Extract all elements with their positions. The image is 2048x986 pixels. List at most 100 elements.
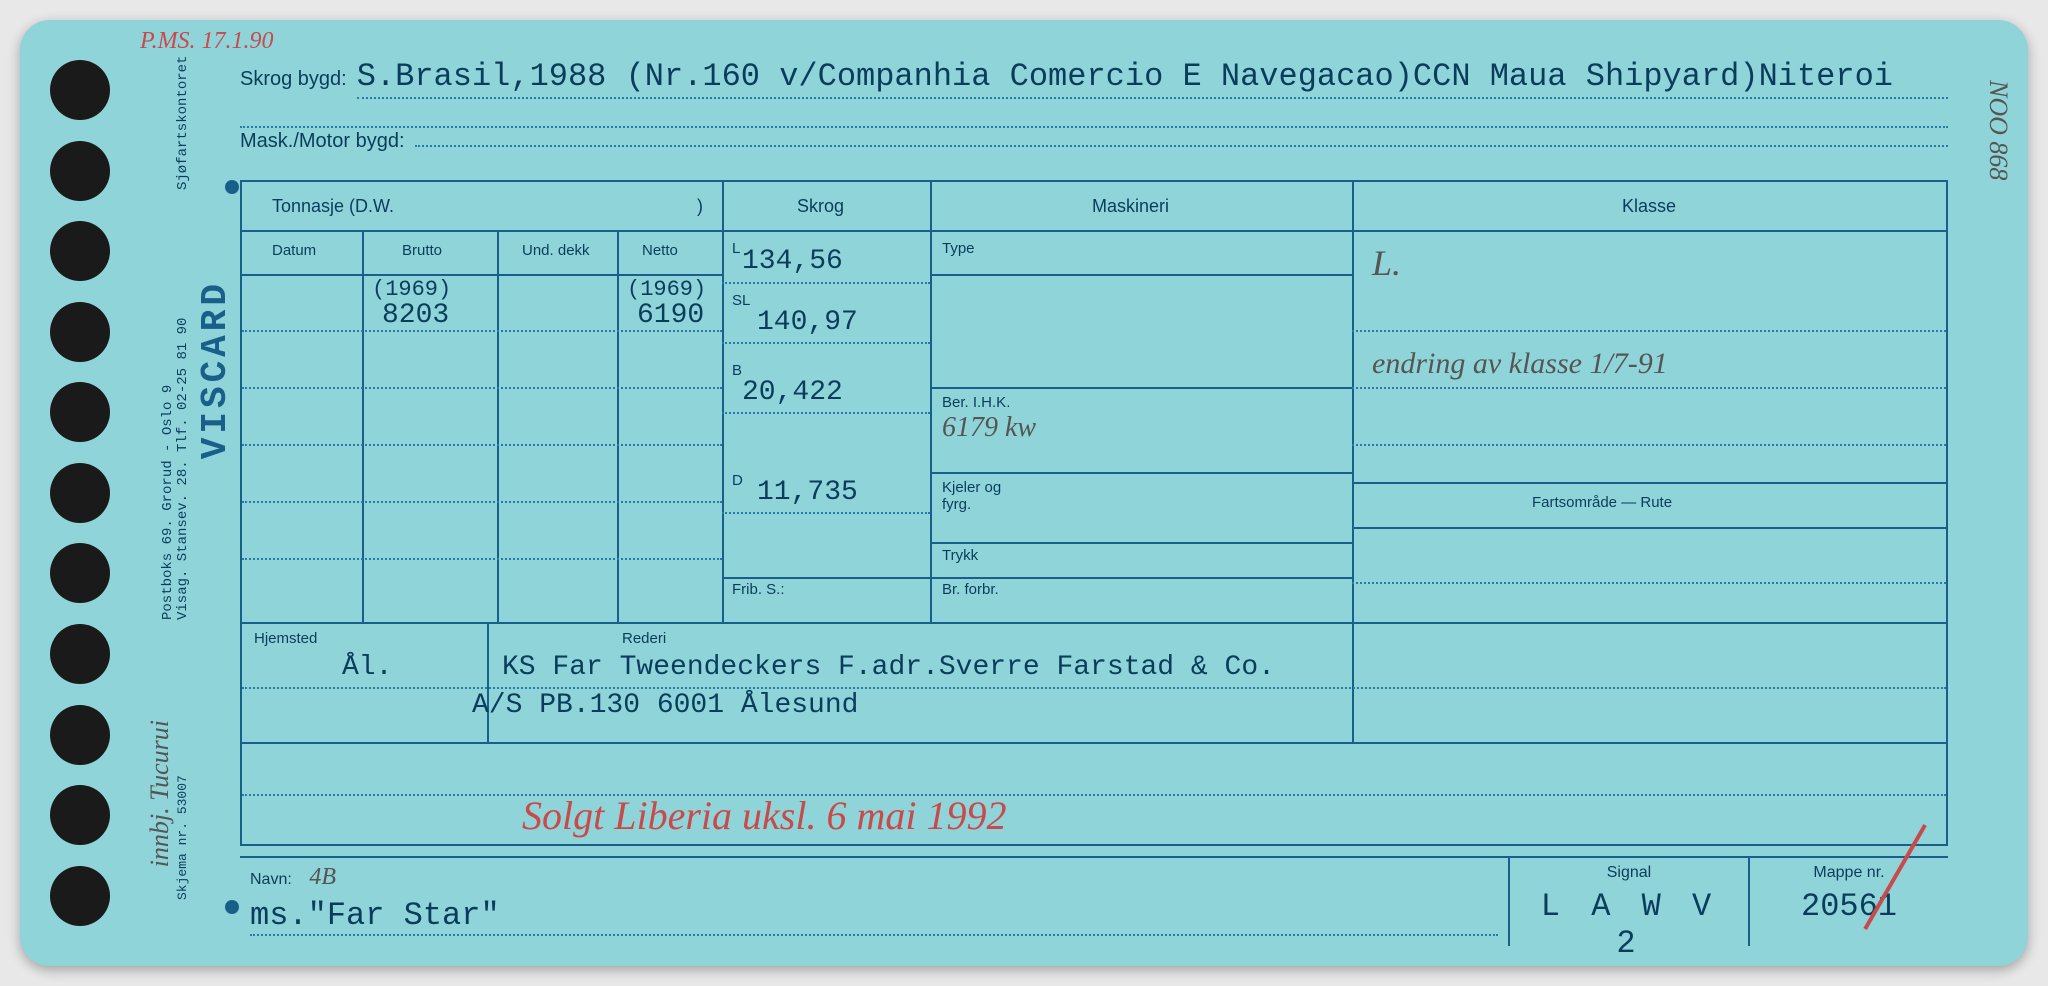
l-prefix: L	[732, 240, 740, 257]
klasse-note: endring av klasse 1/7-91	[1372, 347, 1668, 381]
index-card: Sjøfartskontoret VISCARD Visag. Stansev.…	[20, 20, 2028, 966]
grid-dotted	[1352, 582, 1946, 584]
grid-hline	[930, 542, 1352, 544]
kjeler-header: Kjeler og fyrg.	[942, 480, 1032, 513]
brutto-value: 8203	[382, 300, 449, 331]
l-value: 134,56	[742, 246, 843, 277]
skrog-bygd-row: Skrog bygd: S.Brasil,1988 (Nr.160 v/Comp…	[240, 58, 1948, 99]
sl-value: 140,97	[757, 307, 858, 338]
grid-dotted	[242, 687, 1946, 689]
grid-hline	[722, 230, 1946, 232]
d-value: 11,735	[757, 477, 858, 508]
punch-hole	[50, 785, 110, 845]
netto-value: 6190	[637, 300, 704, 331]
punch-holes	[20, 20, 140, 966]
tucurui-annotation: innbj. Tucurui	[145, 720, 175, 867]
skrog-header: Skrog	[797, 196, 844, 217]
grid-hline	[242, 230, 722, 232]
grid-hline	[242, 742, 1946, 744]
grid-hline	[242, 622, 1946, 624]
grid-vline	[497, 230, 499, 622]
punch-hole	[50, 624, 110, 684]
trykk-header: Trykk	[942, 547, 978, 564]
mappe-box: Mappe nr. 20561	[1748, 858, 1948, 946]
navn-num: 4B	[309, 864, 336, 890]
type-header: Type	[942, 240, 975, 257]
signal-value: L A W V 2	[1520, 888, 1738, 962]
punch-hole	[50, 543, 110, 603]
data-grid: Tonnasje (D.W. ) Skrog Maskineri Klasse …	[240, 180, 1948, 846]
tonnasje-close: )	[697, 196, 703, 217]
grid-hline	[930, 274, 1352, 276]
skrog-bygd-label: Skrog bygd:	[240, 68, 347, 91]
klasse-symbol: L.	[1372, 242, 1401, 284]
grid-vline	[617, 230, 619, 622]
punch-hole	[50, 705, 110, 765]
b-value: 20,422	[742, 377, 843, 408]
grid-hline	[930, 472, 1352, 474]
b-prefix: B	[732, 362, 742, 379]
punch-hole	[50, 60, 110, 120]
skrog-bygd-value: S.Brasil,1988 (Nr.160 v/Companhia Comerc…	[357, 58, 1948, 99]
sl-prefix: SL	[732, 292, 750, 309]
sjofart-label: Sjøfartskontoret	[175, 50, 191, 190]
grid-vline	[930, 182, 932, 622]
punch-hole	[50, 866, 110, 926]
grid-dotted	[1352, 330, 1946, 332]
rederi-header: Rederi	[622, 630, 666, 647]
bottom-row: Navn: 4B ms."Far Star" Signal L A W V 2 …	[240, 856, 1948, 946]
grid-dotted	[722, 342, 930, 344]
grid-hline	[1352, 482, 1946, 484]
skjema-nr: Skjema nr. 53007	[175, 720, 190, 900]
ihk-value: 6179 kw	[942, 412, 1036, 444]
grid-hline	[930, 387, 1352, 389]
grid-dotted	[242, 444, 722, 446]
und-dekk-header: Und. dekk	[522, 242, 590, 259]
grid-dotted	[242, 794, 1946, 796]
bullet-icon	[225, 900, 239, 914]
punch-hole	[50, 382, 110, 442]
grid-hline	[722, 577, 1352, 579]
punch-hole	[50, 221, 110, 281]
navn-box: Navn: 4B ms."Far Star"	[240, 858, 1508, 946]
punch-hole	[50, 141, 110, 201]
grid-vline	[722, 182, 724, 622]
netto-header: Netto	[642, 242, 678, 259]
frib-header: Frib. S.:	[732, 582, 785, 599]
grid-vline	[362, 230, 364, 622]
signal-box: Signal L A W V 2	[1508, 858, 1748, 946]
address-line-1: Visag. Stansev. 28. Tlf. 02-25 81 90	[175, 280, 191, 620]
netto-year: (1969)	[627, 277, 706, 302]
card-content: P.MS. 17.1.90 Skrog bygd: S.Brasil,1988 …	[240, 30, 1978, 946]
grid-dotted	[242, 501, 722, 503]
address-line-2: Postboks 69. Grorud - Oslo 9	[160, 280, 176, 620]
grid-dotted	[1352, 387, 1946, 389]
grid-dotted	[722, 512, 930, 514]
grid-dotted	[242, 387, 722, 389]
grid-dotted	[242, 558, 722, 560]
brutto-header: Brutto	[402, 242, 442, 259]
mask-motor-label: Mask./Motor bygd:	[240, 130, 405, 153]
brutto-year: (1969)	[372, 277, 451, 302]
d-prefix: D	[732, 472, 743, 489]
dotted-line	[240, 98, 1948, 128]
signal-label: Signal	[1520, 864, 1738, 882]
bullet-icon	[225, 180, 239, 194]
grid-vline	[487, 622, 489, 742]
navn-value: ms."Far Star"	[250, 897, 1498, 936]
grid-dotted	[722, 412, 930, 414]
navn-label: Navn:	[250, 871, 292, 888]
punch-hole	[50, 302, 110, 362]
grid-hline	[242, 274, 722, 276]
hjemsted-header: Hjemsted	[254, 630, 317, 647]
tonnasje-header: Tonnasje (D.W.	[272, 196, 394, 217]
grid-dotted	[722, 282, 930, 284]
rederi-line1: KS Far Tweendeckers F.adr.Sverre Farstad…	[502, 652, 1275, 683]
mask-motor-value	[415, 145, 1948, 147]
grid-hline	[1352, 527, 1946, 529]
grid-vline	[1352, 182, 1354, 742]
ber-ihk-header: Ber. I.H.K.	[942, 394, 1010, 411]
br-forbr-header: Br. forbr.	[942, 582, 1002, 599]
noo-annotation: NOO 868	[1983, 80, 2013, 180]
klasse-header: Klasse	[1622, 196, 1676, 217]
